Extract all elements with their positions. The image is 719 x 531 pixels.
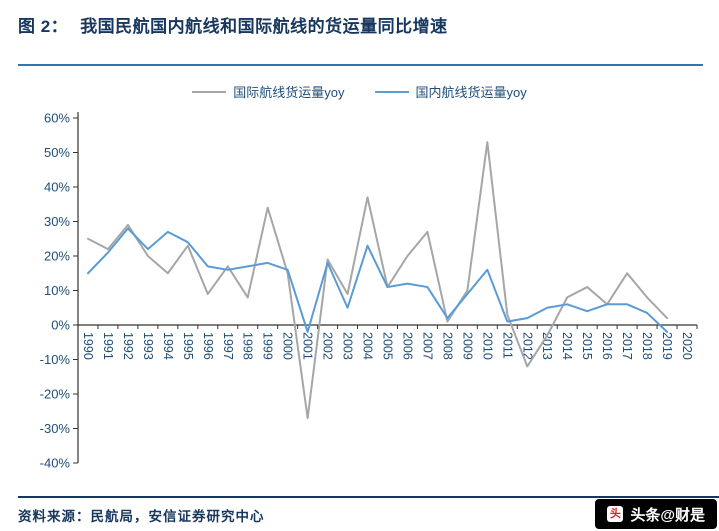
svg-text:2004: 2004	[361, 332, 375, 360]
svg-text:2019: 2019	[660, 332, 674, 360]
source-attribution: 资料来源：民航局，安信证券研究中心	[18, 509, 265, 524]
svg-text:-40%: -40%	[40, 456, 71, 471]
svg-text:40%: 40%	[44, 180, 70, 195]
svg-text:2010: 2010	[480, 332, 494, 360]
svg-text:2016: 2016	[600, 332, 614, 360]
chart-area: 60% 50% 40% 30% 20% 10% 0% -10% -20% -30% -40% 1990…	[0, 100, 719, 496]
svg-text:2006: 2006	[400, 332, 414, 360]
svg-text:-20%: -20%	[40, 387, 71, 402]
svg-text:2011: 2011	[500, 332, 514, 359]
svg-text:2009: 2009	[460, 332, 474, 360]
svg-text:50%: 50%	[44, 145, 70, 160]
svg-text:10%: 10%	[44, 283, 70, 298]
svg-text:2003: 2003	[341, 332, 355, 360]
series-domestic	[86, 227, 669, 333]
figure-number-label: 图 2：	[18, 17, 69, 36]
svg-text:1994: 1994	[161, 332, 175, 360]
legend-item-international: 国际航线货运量yoy	[192, 82, 345, 101]
svg-text:2020: 2020	[680, 332, 694, 360]
chart-legend: 国际航线货运量yoy 国内航线货运量yoy	[0, 82, 719, 101]
legend-line-swatch-international	[192, 90, 227, 93]
svg-text:2015: 2015	[580, 332, 594, 360]
svg-text:1997: 1997	[221, 332, 235, 360]
toutiao-logo-icon: 头	[607, 506, 624, 522]
svg-text:2007: 2007	[420, 332, 434, 360]
figure-title-text: 我国民航国内航线和国际航线的货运量同比增速	[80, 17, 448, 36]
legend-item-domestic: 国内航线货运量yoy	[374, 82, 527, 101]
svg-text:2008: 2008	[440, 332, 454, 360]
svg-text:1993: 1993	[141, 332, 155, 360]
svg-text:1995: 1995	[181, 332, 195, 360]
svg-text:30%: 30%	[44, 214, 70, 229]
x-axis: 1990 1991 1992 1993 1994 1995 1996 1997 1998 1999…	[77, 324, 698, 360]
svg-text:60%: 60%	[44, 111, 70, 126]
svg-text:1990: 1990	[81, 332, 95, 360]
svg-text:2002: 2002	[321, 332, 335, 360]
svg-text:2000: 2000	[281, 332, 295, 360]
footer-divider-rule	[18, 496, 719, 498]
y-axis: 60% 50% 40% 30% 20% 10% 0% -10% -20% -30% -40%	[40, 111, 79, 471]
svg-text:-10%: -10%	[40, 352, 71, 367]
legend-line-swatch-domestic	[374, 90, 409, 93]
legend-label-domestic: 国内航线货运量yoy	[415, 85, 527, 100]
svg-text:0%: 0%	[51, 318, 70, 333]
legend-label-international: 国际航线货运量yoy	[233, 85, 345, 100]
svg-text:2001: 2001	[301, 332, 315, 360]
svg-text:1992: 1992	[121, 332, 135, 360]
svg-text:2005: 2005	[381, 332, 395, 360]
figure-title: 图 2： 我国民航国内航线和国际航线的货运量同比增速	[18, 12, 705, 37]
svg-text:1998: 1998	[241, 332, 255, 360]
svg-text:20%: 20%	[44, 249, 70, 264]
svg-text:1999: 1999	[261, 332, 275, 360]
cargo-yoy-line-chart: 60% 50% 40% 30% 20% 10% 0% -10% -20% -30% -40% 1990…	[40, 111, 698, 471]
svg-text:2012: 2012	[520, 332, 534, 360]
svg-text:1996: 1996	[201, 332, 215, 360]
watermark-badge: 头 头条@财是	[595, 499, 717, 529]
svg-text:-30%: -30%	[40, 421, 71, 436]
svg-text:1991: 1991	[101, 332, 115, 360]
svg-text:2017: 2017	[620, 332, 634, 360]
watermark-text: 头条@财是	[630, 506, 705, 524]
series-international	[86, 141, 669, 420]
svg-text:2014: 2014	[560, 332, 574, 360]
title-divider-rule	[18, 64, 703, 66]
svg-text:2018: 2018	[640, 332, 654, 360]
